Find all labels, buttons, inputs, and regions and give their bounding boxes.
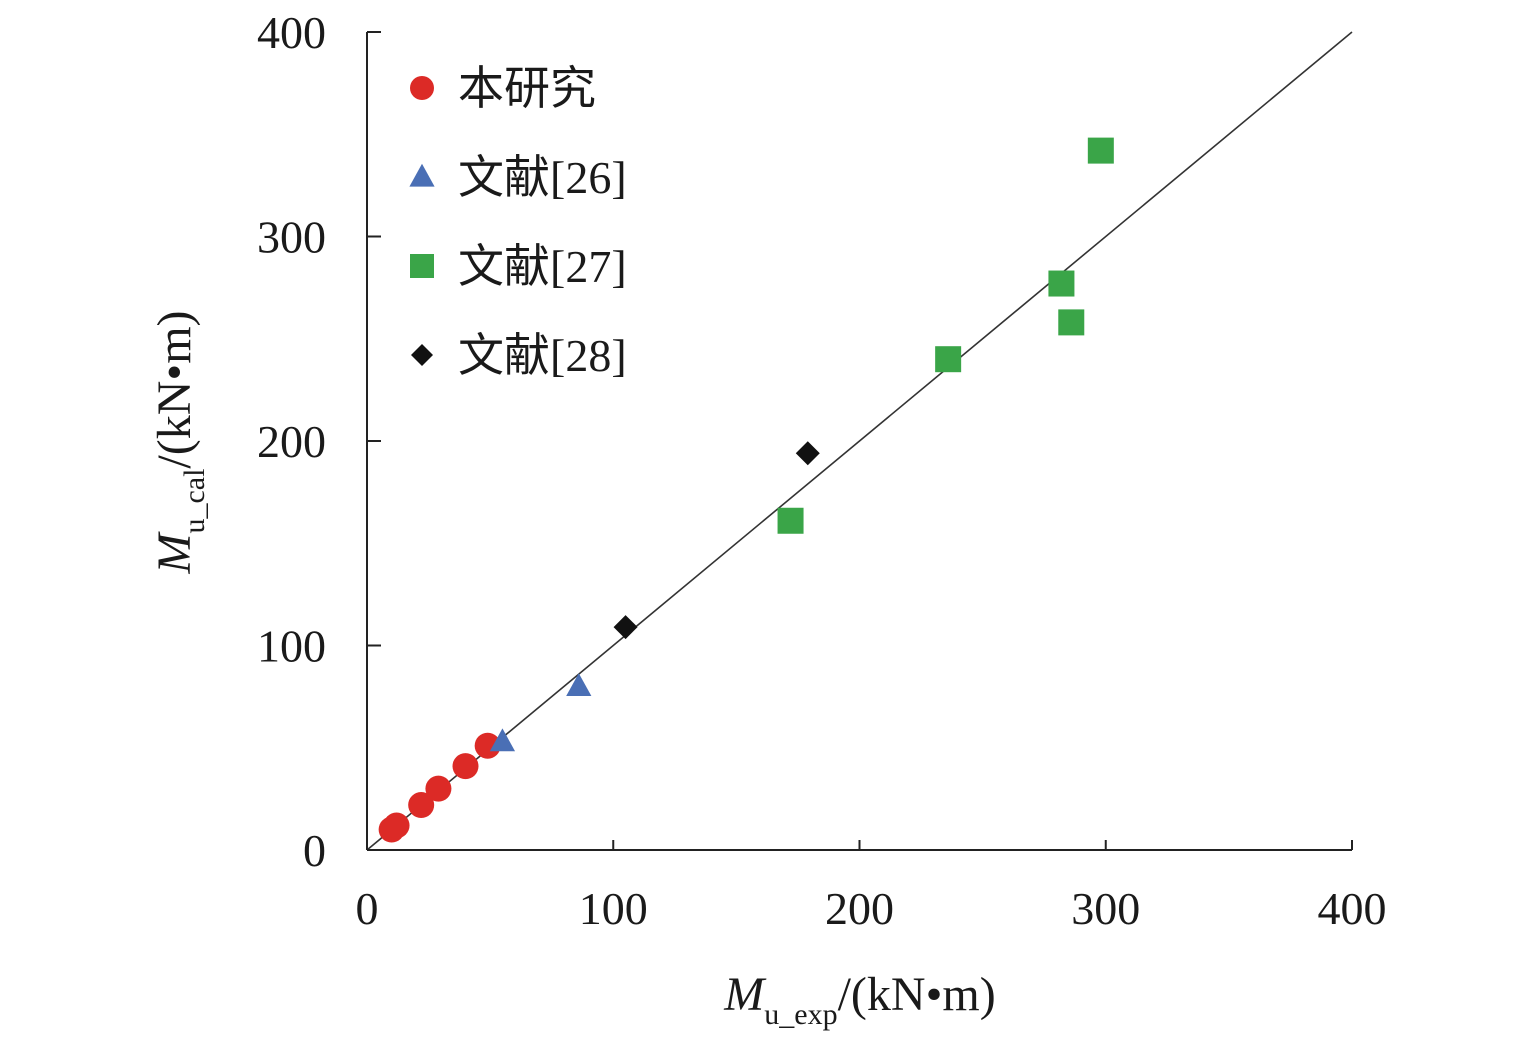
- x-axis-label-sub: u_exp: [764, 998, 837, 1031]
- x-axis-label-unit: /(kN•m): [838, 968, 996, 1021]
- data-point: [489, 728, 516, 752]
- x-tick-label: 100: [579, 883, 648, 934]
- y-axis-label-sub: u_cal: [178, 469, 211, 534]
- legend-label: 本研究: [458, 63, 596, 114]
- data-point: [474, 732, 501, 759]
- x-axis-label: Mu_exp/(kN•m): [723, 968, 995, 1031]
- legend-label: 文献[26]: [458, 152, 627, 203]
- legend-marker: [410, 254, 434, 278]
- reference-line-layer: [366, 31, 1353, 851]
- reference-line: [366, 31, 1353, 851]
- data-point: [1058, 309, 1085, 336]
- data-point: [425, 775, 452, 802]
- data-point: [452, 753, 479, 780]
- x-tick-label: 400: [1318, 883, 1387, 934]
- legend-marker: [411, 344, 433, 366]
- x-tick-label: 200: [825, 883, 894, 934]
- data-point: [383, 812, 410, 839]
- x-axis-label-main: M: [723, 968, 767, 1021]
- data-point: [935, 346, 962, 373]
- y-tick-label: 100: [257, 621, 326, 672]
- legend-label: 文献[27]: [458, 241, 627, 292]
- data-point: [1087, 137, 1114, 164]
- data-points: [378, 137, 1114, 843]
- legend-marker: [410, 76, 434, 100]
- y-axis-label: Mu_cal/(kN•m): [148, 310, 211, 574]
- y-ticks: 0 100 200 300 400: [257, 7, 381, 876]
- y-tick-label: 300: [257, 212, 326, 263]
- y-tick-label: 200: [257, 416, 326, 467]
- data-point: [408, 792, 435, 819]
- data-point: [1048, 270, 1075, 297]
- data-point: [777, 507, 804, 534]
- x-tick-label: 0: [356, 883, 379, 934]
- data-point: [795, 441, 820, 466]
- y-tick-label: 0: [303, 825, 326, 876]
- legend-label: 文献[28]: [458, 330, 627, 381]
- y-axis-label-main: M: [148, 531, 201, 575]
- x-tick-label: 300: [1071, 883, 1140, 934]
- data-point: [566, 673, 592, 696]
- y-axis-label-unit: /(kN•m): [148, 310, 201, 468]
- data-point: [613, 615, 638, 640]
- legend-marker: [409, 163, 435, 187]
- y-tick-label: 400: [257, 7, 326, 58]
- x-ticks: 0 100 200 300 400: [356, 840, 1387, 934]
